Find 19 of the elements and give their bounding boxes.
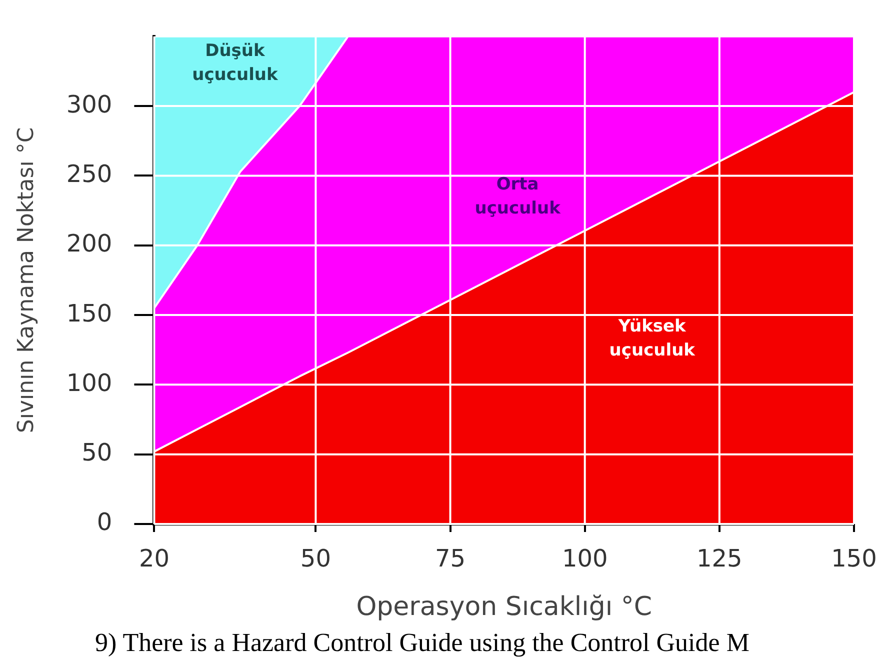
x-tick-label: 150: [831, 544, 877, 573]
y-tick-label: 0: [96, 508, 112, 536]
series-label: Orta uçuculuk: [474, 174, 562, 219]
x-axis-title: Operasyon Sıcaklığı °C: [356, 592, 652, 622]
x-tick-label: 100: [562, 544, 608, 573]
y-tick-label: 250: [66, 160, 112, 188]
text: 9) There is a Hazard Control Guide using the Control Guide M: [95, 628, 750, 658]
x-tick-label: 20: [138, 544, 170, 573]
y-tick-label: 200: [66, 230, 112, 258]
y-tick-label: 100: [66, 368, 112, 397]
y-tick-label: 300: [66, 90, 112, 118]
y-axis-title: Sıvının Kaynama Noktası °C: [14, 127, 39, 434]
y-tick-label: 50: [82, 438, 112, 467]
x-tick-label: 125: [696, 544, 742, 573]
x-tick-label: 50: [300, 544, 331, 573]
y-tick-label: 150: [66, 299, 112, 328]
series-label: Düşük uçuculuk: [192, 40, 278, 85]
x-tick-label: 75: [435, 544, 466, 573]
series-label: Yüksek uçuculuk: [609, 316, 696, 361]
